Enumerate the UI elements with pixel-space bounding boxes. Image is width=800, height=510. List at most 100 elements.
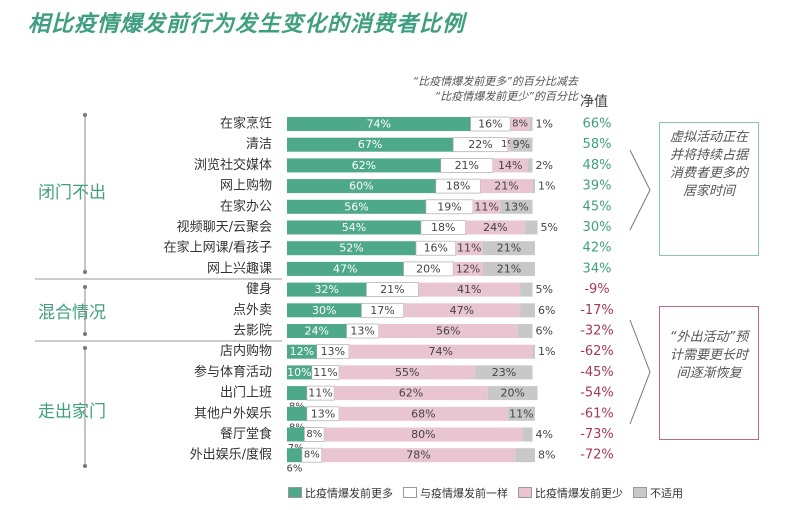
data-label: 19% xyxy=(437,200,461,213)
data-label: 2% xyxy=(536,159,553,172)
bar-segment-more xyxy=(287,303,362,318)
bar-segment-na xyxy=(482,241,535,256)
data-label: 1% xyxy=(501,139,517,150)
data-label: 47% xyxy=(450,304,474,317)
data-label: 41% xyxy=(457,283,481,296)
bar-segment-same xyxy=(304,427,325,442)
data-label: 24% xyxy=(483,221,507,234)
data-label: 1% xyxy=(538,180,555,193)
bracket-arrow xyxy=(629,149,651,231)
bar-segment-na xyxy=(520,303,535,318)
bar-segment-more xyxy=(287,137,454,152)
net-value: -62% xyxy=(580,344,614,359)
net-value: 34% xyxy=(583,261,612,276)
legend-item-less: 比疫情爆发前更少 xyxy=(518,485,623,501)
bar-segment-less xyxy=(418,282,521,297)
data-label: 18% xyxy=(431,221,455,234)
legend-label: 比疫情爆发前更多 xyxy=(305,487,393,500)
data-label: 20% xyxy=(416,262,440,275)
data-label: 10% xyxy=(287,366,311,379)
bar-segment-na xyxy=(522,427,533,442)
bar-segment-na xyxy=(507,406,535,421)
data-label: 54% xyxy=(342,221,366,234)
bar-segment-na xyxy=(510,137,533,152)
data-label: 21% xyxy=(455,159,479,172)
bar-segment-na xyxy=(517,324,533,338)
net-value: -17% xyxy=(580,303,614,318)
net-value: -45% xyxy=(580,365,614,380)
data-label: 13% xyxy=(321,345,345,358)
data-label: 60% xyxy=(349,180,373,193)
legend-label: 与疫情爆发前一样 xyxy=(420,487,508,500)
bar-segment-more xyxy=(287,406,307,421)
bar-segment-more xyxy=(287,241,416,256)
net-value: 42% xyxy=(583,241,612,256)
legend-item-same: 与疫情爆发前一样 xyxy=(403,485,508,501)
bar-segment-more xyxy=(287,324,347,338)
net-value: 30% xyxy=(583,220,612,235)
net-value: -73% xyxy=(580,427,614,442)
category-label: 参与体育活动 xyxy=(194,364,272,380)
category-label: 在家上网课/看孩子 xyxy=(164,240,272,256)
data-label: 11% xyxy=(474,200,498,213)
bar-segment-less xyxy=(378,324,518,338)
data-label: 6% xyxy=(536,325,553,338)
data-label: 56% xyxy=(436,325,460,338)
net-value: -54% xyxy=(580,386,614,401)
note-outdoor: “外出活动”预计需要更长时间逐渐恢复 xyxy=(659,306,759,440)
data-label: 14% xyxy=(498,159,522,172)
bar-segment-same xyxy=(415,240,456,256)
bar-segment-less xyxy=(334,386,488,401)
bar-segment-na xyxy=(532,344,535,359)
net-value: 58% xyxy=(583,137,612,152)
bar-segment-more xyxy=(287,282,367,297)
net-value: 66% xyxy=(583,117,612,132)
bar-segment-less xyxy=(324,427,523,442)
bracket-arrow xyxy=(629,319,651,425)
note-outdoor-text: “外出活动”预计需要更长时间逐渐恢复 xyxy=(669,330,749,381)
data-label: 13% xyxy=(350,325,374,338)
bar-segment-more xyxy=(287,427,305,442)
bar-segment-more xyxy=(287,220,421,235)
data-label: 21% xyxy=(497,262,521,275)
legend-item-more: 比疫情爆发前更多 xyxy=(288,485,393,501)
bar-segment-less xyxy=(473,199,501,214)
bar-segment-less xyxy=(480,179,533,194)
data-label: 52% xyxy=(339,242,363,255)
category-label: 店内购物 xyxy=(220,343,272,359)
bar-segment-less xyxy=(455,241,483,256)
bar-segment-na xyxy=(482,261,535,276)
data-label: 30% xyxy=(312,304,336,317)
data-label: 1% xyxy=(536,118,553,131)
bar-segment-more xyxy=(287,158,441,173)
data-label: 5% xyxy=(536,283,553,296)
bar-segment-less xyxy=(349,344,533,359)
data-label: 21% xyxy=(494,180,518,193)
bar-segment-na xyxy=(475,365,533,380)
data-label: 21% xyxy=(380,283,404,296)
bar-segment-na xyxy=(487,386,538,401)
net-value: 48% xyxy=(583,158,612,173)
bar-segment-more xyxy=(287,117,471,131)
bar-segment-more xyxy=(287,365,312,380)
data-label: 13% xyxy=(311,407,335,420)
category-label: 餐厅堂食 xyxy=(220,426,272,442)
data-label: 62% xyxy=(352,159,376,172)
bar-segment-more xyxy=(287,199,426,214)
data-label: 11% xyxy=(457,242,481,255)
data-label: 74% xyxy=(429,345,453,358)
legend-label: 不适用 xyxy=(650,487,683,500)
net-value: -9% xyxy=(584,282,609,297)
net-explanation-line2: “比疫情爆发前更少”的百分比 xyxy=(434,90,578,103)
bracket-dot xyxy=(83,464,87,468)
category-label: 浏览社交媒体 xyxy=(194,157,272,173)
bar-segment-na xyxy=(520,282,533,297)
data-label: 18% xyxy=(446,180,470,193)
net-value: 45% xyxy=(583,199,612,214)
group-label-go-out: 走出家门 xyxy=(38,402,106,422)
category-label: 清洁 xyxy=(246,137,272,152)
bracket-dot xyxy=(83,346,87,350)
bar-segment-same xyxy=(470,116,511,132)
